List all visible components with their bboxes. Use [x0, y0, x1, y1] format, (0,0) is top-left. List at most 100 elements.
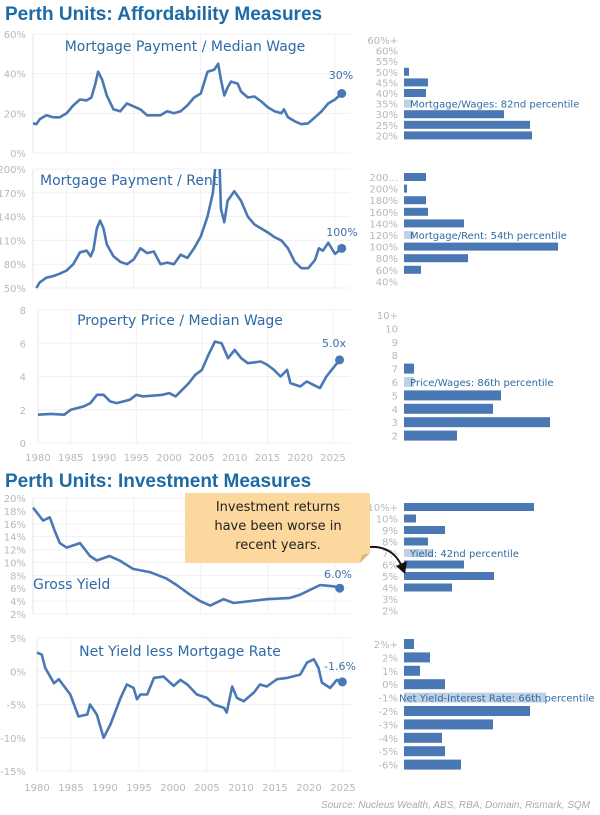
x-tick-label: 2010 [222, 453, 247, 464]
end-point-marker [335, 355, 345, 365]
histogram-bar [404, 572, 494, 580]
panel-title: Mortgage Payment / Rent [40, 173, 219, 189]
histogram-bar [404, 503, 534, 511]
end-point-marker [337, 677, 347, 687]
histogram-bar-current [404, 99, 412, 108]
histogram-bar [404, 390, 501, 401]
histogram-bar-current [404, 231, 414, 239]
source-note: Source: Nucleus Wealth, ABS, RBA, Domain… [321, 800, 591, 811]
y-tick-label: 20% [4, 109, 26, 120]
x-tick-label: 2000 [156, 453, 181, 464]
callout-box [185, 493, 370, 563]
histogram-category-label: 10% [376, 515, 398, 526]
histogram-category-label: 60% [376, 47, 398, 58]
y-tick-label: 60% [4, 30, 26, 41]
investment-title: Perth Units: Investment Measures [5, 471, 311, 492]
end-value-label: 30% [329, 69, 353, 82]
series-line [36, 651, 343, 740]
histogram-bar [404, 184, 407, 193]
histogram-category-label: 7% [382, 549, 398, 560]
charts-layer: 0%20%40%60%30%Mortgage Payment / Median … [0, 30, 595, 794]
series-line [31, 506, 341, 607]
x-tick-label: 2005 [194, 783, 219, 794]
x-tick-label: 2025 [320, 453, 345, 464]
x-tick-label: 2010 [228, 783, 253, 794]
panel-title: Net Yield less Mortgage Rate [79, 644, 281, 660]
series-line [32, 62, 343, 126]
y-tick-label: 14% [4, 533, 26, 544]
x-tick-label: 2015 [255, 453, 280, 464]
histogram-category-label: 4% [382, 584, 398, 595]
panel-title: Property Price / Median Wage [77, 313, 283, 329]
histogram-bar [404, 537, 428, 546]
x-tick-label: 2020 [296, 783, 321, 794]
histogram-bar [404, 652, 430, 663]
histogram-category-label: 3 [392, 418, 398, 429]
y-tick-label: 110% [0, 236, 26, 247]
histogram-category-label: 140% [369, 219, 398, 230]
y-tick-label: 80% [4, 260, 26, 271]
end-point-marker [337, 89, 347, 98]
histogram-category-label: 8 [392, 351, 398, 362]
histogram-category-label: 100% [369, 243, 398, 254]
callout-line-2: have been worse in [214, 519, 341, 534]
histogram-category-label: -4% [379, 734, 398, 745]
histogram-category-label: 5% [382, 572, 398, 583]
histogram-category-label: 9 [392, 338, 398, 349]
histogram-category-label: 5 [392, 391, 398, 402]
y-tick-label: 16% [4, 520, 26, 531]
histogram-category-label: 60% [376, 266, 398, 277]
histogram-bar [404, 759, 461, 770]
x-tick-label: 2000 [160, 783, 185, 794]
histogram-category-label: 60%+ [367, 36, 398, 47]
end-value-label: 100% [326, 226, 357, 239]
histogram-category-label: 2% [382, 653, 398, 664]
histogram-bar [404, 732, 442, 743]
histogram-category-label: -3% [379, 720, 398, 731]
histogram-category-label: 2% [382, 607, 398, 618]
histogram-category-label: -6% [379, 761, 398, 772]
histogram-category-label: 35% [376, 100, 398, 111]
percentile-label: Net Yield-Interest Rate: 66th percentile [399, 694, 595, 705]
y-tick-label: 6 [20, 339, 26, 350]
percentile-label: Price/Wages: 86th percentile [410, 378, 554, 389]
histogram-category-label: 6 [392, 378, 398, 389]
histogram-category-label: 55% [376, 57, 398, 68]
histogram-bar-current [404, 549, 432, 557]
histogram-bar [404, 196, 426, 205]
y-tick-label: 2% [10, 610, 26, 621]
histogram-category-label: 200... [369, 173, 398, 184]
histogram-category-label: 40% [376, 277, 398, 288]
x-tick-label: 1980 [24, 783, 49, 794]
x-tick-label: 1985 [58, 783, 83, 794]
histogram-category-label: 200% [369, 185, 398, 196]
histogram-category-label: 8% [382, 538, 398, 549]
end-point-marker [337, 243, 347, 253]
y-tick-label: -5% [7, 701, 26, 712]
histogram-bar [404, 719, 493, 730]
histogram-bar [404, 89, 426, 97]
histogram-bar [404, 417, 550, 428]
x-tick-label: 1990 [91, 453, 116, 464]
y-tick-label: 200% [0, 165, 26, 176]
callout-note: Investment returns have been worse in re… [185, 493, 407, 574]
histogram-bar [404, 746, 445, 757]
y-tick-label: 18% [4, 507, 26, 518]
x-tick-label: 1980 [25, 453, 50, 464]
histogram-bar [404, 430, 457, 441]
histogram-category-label: 2 [392, 432, 398, 443]
histogram-bar [404, 265, 421, 274]
histogram-bar [404, 219, 464, 228]
callout-line-3: recent years. [235, 538, 321, 553]
y-tick-label: 0 [20, 439, 26, 450]
histogram-category-label: 1% [382, 667, 398, 678]
y-tick-label: 10% [4, 558, 26, 569]
x-tick-label: 2005 [189, 453, 214, 464]
histogram-category-label: -2% [379, 707, 398, 718]
percentile-label: Yield: 42nd percentile [409, 549, 519, 560]
histogram-bar [404, 560, 464, 569]
histogram-category-label: 10 [385, 324, 398, 335]
y-tick-label: 20% [4, 494, 26, 505]
histogram-bar [404, 207, 428, 216]
